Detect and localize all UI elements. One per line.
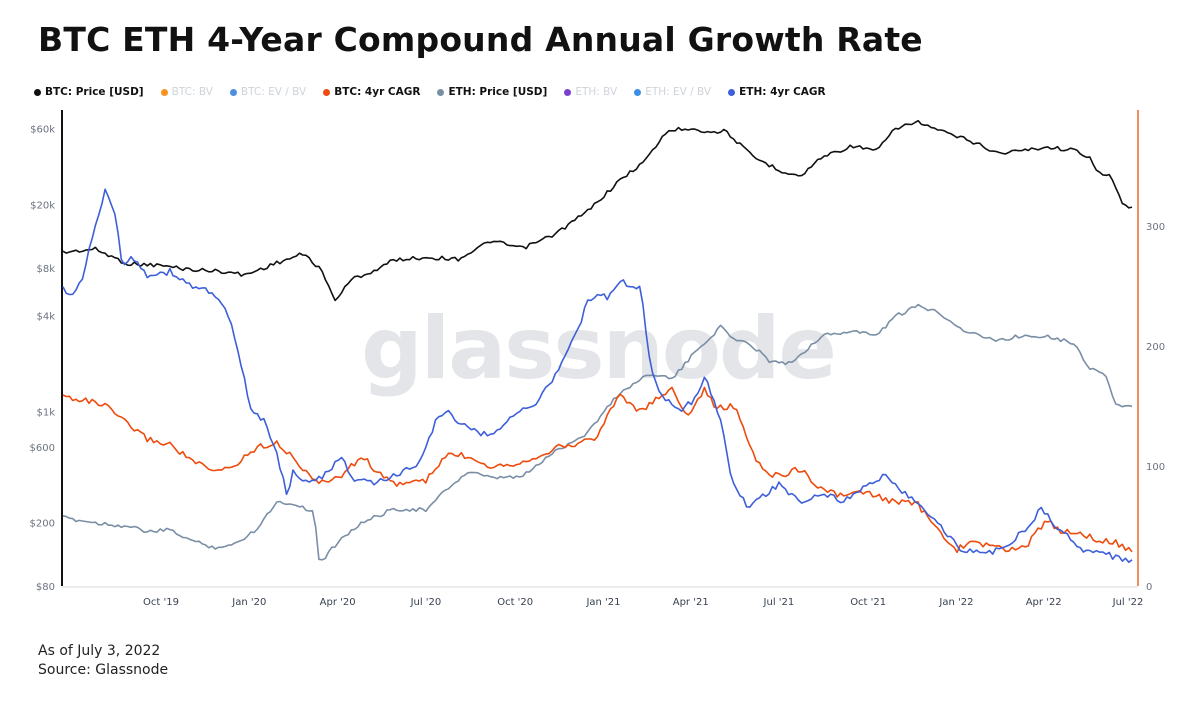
x-tick-label: Jul '20	[410, 597, 442, 608]
legend-item-5[interactable]: ETH: BV	[564, 86, 617, 98]
y-right-tick-label: 300	[1146, 222, 1165, 233]
legend-label: ETH: EV / BV	[645, 86, 712, 98]
x-tick-label: Jul '21	[763, 597, 795, 608]
series-line-btc-4yr-cagr	[62, 386, 1133, 554]
y-left-tick-label: $60k	[30, 125, 55, 136]
legend-label: ETH: Price [USD]	[448, 86, 548, 98]
x-tick-label: Jul '22	[1112, 597, 1144, 608]
y-left-tick-label: $600	[30, 443, 55, 454]
x-tick-label: Oct '19	[143, 597, 179, 608]
legend-label: ETH: BV	[575, 86, 618, 98]
legend-item-7[interactable]: ETH: 4yr CAGR	[728, 86, 826, 98]
legend-item-0[interactable]: BTC: Price [USD]	[34, 86, 144, 98]
legend-swatch	[564, 88, 572, 96]
legend-item-3[interactable]: BTC: 4yr CAGR	[323, 86, 420, 98]
y-left-tick-label: $1k	[36, 408, 55, 419]
watermark-glassnode: glassnode	[361, 299, 835, 399]
legend-label: BTC: Price [USD]	[45, 86, 144, 98]
series-line-eth-4yr-cagr	[62, 188, 1133, 563]
y-left-tick-label: $200	[30, 519, 55, 530]
legend-swatch	[323, 88, 331, 96]
legend-item-4[interactable]: ETH: Price [USD]	[437, 86, 547, 98]
x-tick-label: Jan '21	[585, 597, 620, 608]
legend-swatch	[160, 88, 168, 96]
y-right-tick-label: 0	[1146, 582, 1152, 593]
legend-item-1[interactable]: BTC: BV	[160, 86, 213, 98]
legend-label: BTC: 4yr CAGR	[334, 86, 421, 98]
y-left-tick-label: $80	[36, 582, 55, 593]
y-right-tick-label: 200	[1146, 342, 1165, 353]
legend-swatch	[634, 88, 642, 96]
legend-label: BTC: BV	[171, 86, 213, 98]
x-tick-label: Apr '20	[320, 597, 356, 608]
legend-label: BTC: EV / BV	[240, 86, 307, 98]
chart-plot: glassnode $60k $20k $8k $4k $1k $600 $200 $80 0 10…	[30, 110, 1165, 608]
x-tick-label: Apr '22	[1026, 597, 1062, 608]
as-of-date: As of July 3, 2022	[38, 643, 161, 659]
chart-title: BTC ETH 4-Year Compound Annual Growth Ra…	[38, 20, 923, 59]
series-line-btc-price-usd-	[62, 119, 1133, 302]
legend-label: ETH: 4yr CAGR	[739, 86, 826, 98]
legend-item-6[interactable]: ETH: EV / BV	[634, 86, 711, 98]
series-line-eth-price-usd-	[62, 303, 1133, 561]
legend-swatch	[229, 88, 237, 96]
x-tick-label: Oct '21	[850, 597, 886, 608]
y-left-tick-label: $20k	[30, 201, 55, 212]
legend-swatch	[728, 88, 736, 96]
legend-swatch	[437, 88, 445, 96]
legend-item-2[interactable]: BTC: EV / BV	[229, 86, 307, 98]
y-left-tick-label: $8k	[36, 264, 55, 275]
x-tick-label: Oct '20	[497, 597, 533, 608]
y-right-tick-label: 100	[1146, 462, 1165, 473]
chart-legend: BTC: Price [USD] BTC: BV BTC: EV / BV BTC: …	[34, 86, 843, 98]
source-note: Source: Glassnode	[38, 662, 169, 678]
x-tick-label: Apr '21	[673, 597, 709, 608]
legend-swatch	[34, 88, 41, 96]
chart-notes: As of July 3, 2022 Source: Glassnode	[38, 642, 168, 680]
y-left-tick-label: $4k	[36, 312, 55, 323]
x-tick-label: Jan '20	[231, 597, 266, 608]
x-tick-label: Jan '22	[938, 597, 973, 608]
